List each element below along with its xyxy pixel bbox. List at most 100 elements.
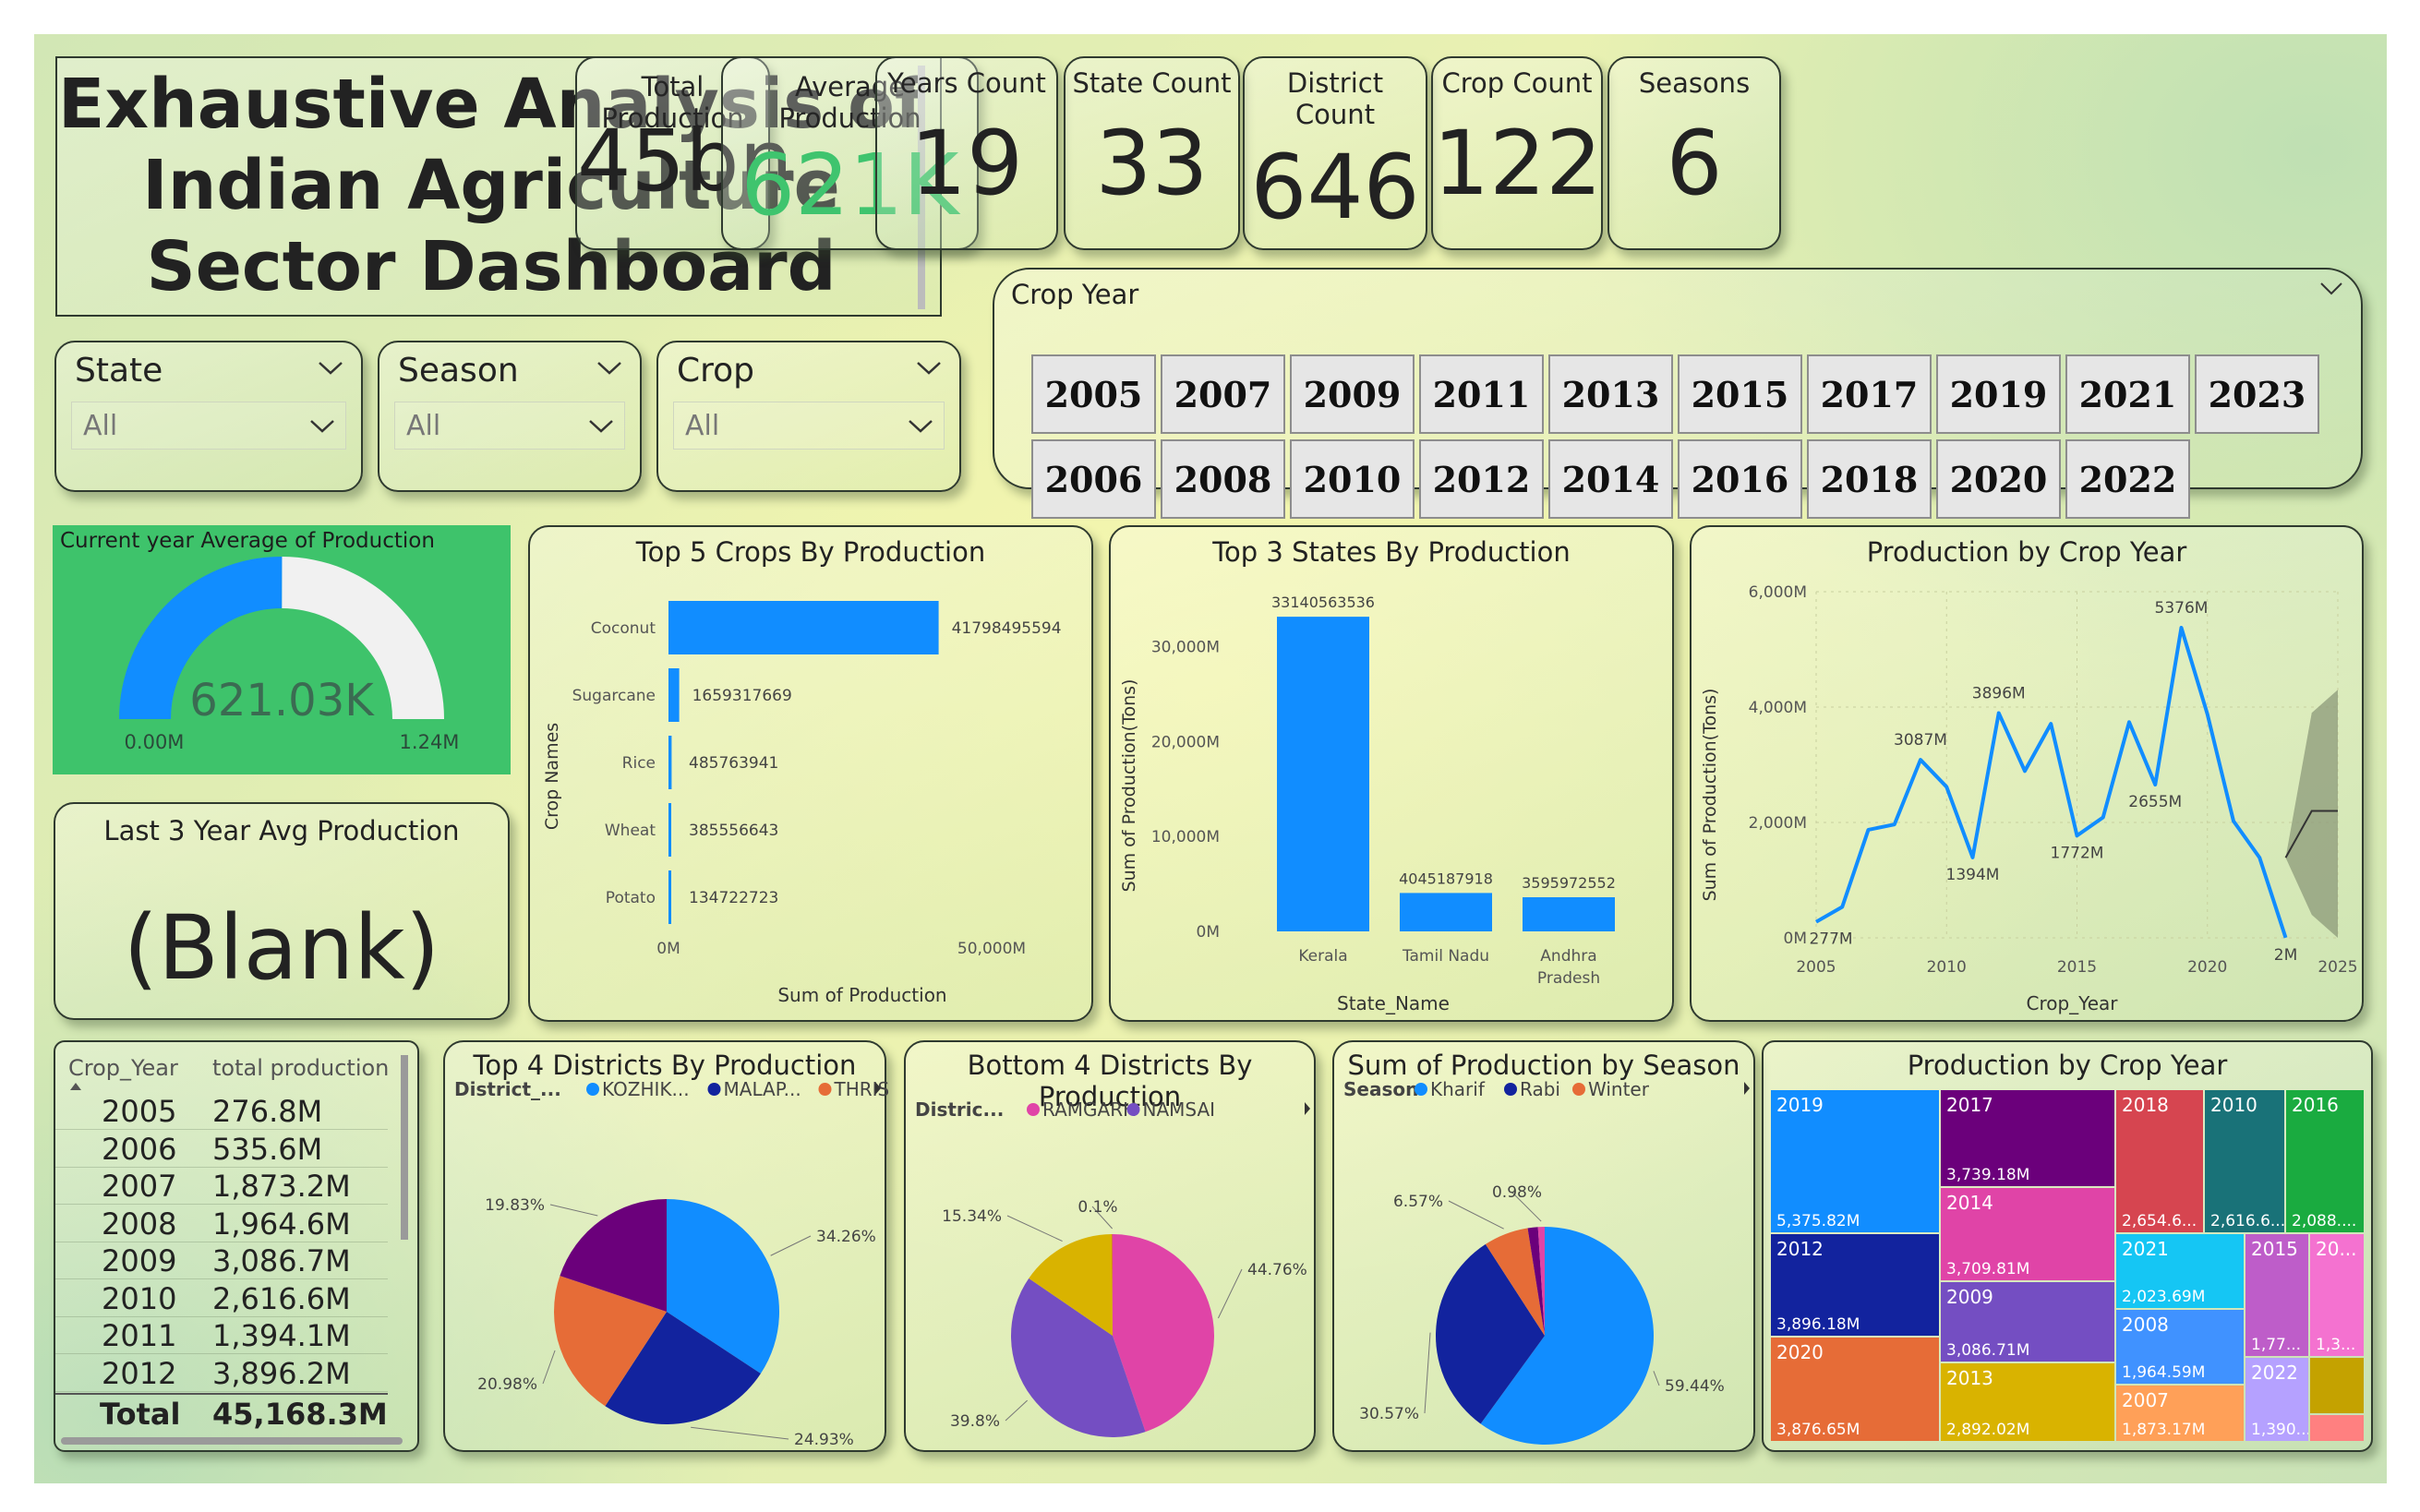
year-button[interactable]: 2013 (1548, 354, 1673, 434)
year-button[interactable]: 2017 (1807, 354, 1932, 434)
cell-year: 2011 (102, 1318, 177, 1353)
year-button[interactable]: 2011 (1419, 354, 1544, 434)
treemap-cell-value: 2,616.6... (2210, 1212, 2284, 1230)
bar (1523, 897, 1615, 931)
state-dropdown[interactable]: All (71, 402, 346, 450)
chart-title: Production by Crop Year (1866, 536, 2187, 568)
column-header-total-production[interactable]: total production (212, 1055, 390, 1081)
pie-slice (1112, 1234, 1113, 1336)
cell-year: 2012 (102, 1355, 177, 1391)
point-label: 3896M (1972, 685, 2026, 703)
y-tick-label: 20,000M (1151, 733, 1220, 751)
treemap-cell-year: 2022 (2251, 1362, 2298, 1384)
dashboard-title: Exhaustive Analysis of Indian Agricultur… (57, 64, 925, 307)
treemap-cell[interactable]: 2013 2,892.02M (1941, 1363, 2114, 1441)
treemap-cell-year: 2014 (1946, 1192, 1993, 1214)
legend-next-icon[interactable] (875, 1082, 881, 1095)
year-button[interactable]: 2015 (1678, 354, 1802, 434)
treemap-cell[interactable]: 2014 3,709.81M (1941, 1188, 2114, 1280)
x-axis-title: State_Name (1337, 992, 1450, 1014)
column-header-crop-year[interactable]: Crop_Year (68, 1055, 178, 1081)
year-button[interactable]: 2005 (1031, 354, 1156, 434)
season-slicer[interactable]: Season All (378, 341, 642, 492)
kpi-title: Seasons (1638, 67, 1751, 99)
crop-dropdown[interactable]: All (673, 402, 945, 450)
treemap-cell[interactable]: 2007 1,873.17M (2116, 1386, 2244, 1441)
leader-line (1448, 1200, 1504, 1230)
top3-states-card: Top 3 States By Production 0M 10,000M 20,0… (1109, 525, 1674, 1022)
cell-production: 535.6M (212, 1131, 323, 1167)
kpi-card: Years Count 19 (875, 56, 1058, 250)
year-button[interactable]: 2016 (1678, 439, 1802, 519)
treemap-cell[interactable]: 2015 1,77... (2245, 1234, 2308, 1356)
treemap-cell[interactable] (2310, 1415, 2364, 1441)
year-button[interactable]: 2007 (1161, 354, 1285, 434)
treemap-cell[interactable]: 2009 3,086.71M (1941, 1282, 2114, 1362)
point-label: 2M (2274, 946, 2297, 965)
bottom4-districts-card: Bottom 4 Districts By Production Distric… (904, 1040, 1316, 1452)
production-by-year-line-card: Production by Crop Year 0M 2,000M 4,000M 6,… (1690, 525, 2364, 1022)
year-button[interactable]: 2010 (1290, 439, 1415, 519)
year-button[interactable]: 2021 (2065, 354, 2190, 434)
treemap-cell-value: 1,873.17M (2122, 1421, 2206, 1439)
category-label: Andhra (1540, 947, 1596, 966)
slice-label: 34.26% (816, 1228, 876, 1246)
cell-production: 2,616.6M (212, 1280, 351, 1316)
state-slicer[interactable]: State All (54, 341, 363, 492)
legend-next-icon[interactable] (1744, 1082, 1750, 1095)
kpi-title: Years Count (887, 67, 1046, 99)
year-button[interactable]: 2018 (1807, 439, 1932, 519)
crop-slicer[interactable]: Crop All (656, 341, 961, 492)
treemap-cell[interactable]: 2008 1,964.59M (2116, 1310, 2244, 1384)
legend-label: Kharif (1430, 1078, 1486, 1100)
treemap-cell[interactable]: 2012 3,896.18M (1771, 1234, 1939, 1336)
chevron-down-icon[interactable] (596, 359, 623, 378)
year-button[interactable]: 2006 (1031, 439, 1156, 519)
leader-line (1006, 1215, 1063, 1242)
treemap-cell[interactable]: 20... 1,3... (2310, 1234, 2364, 1356)
bottom4-districts-pie: Distric... RAMGARH NAMSAI 44.76% 39.8% 15.34%… (915, 1098, 1310, 1437)
title-scrollbar[interactable] (918, 66, 925, 309)
bar (1277, 617, 1369, 931)
chart-title: Sum of Production by Season (1347, 1050, 1740, 1081)
cell-year: 2008 (102, 1206, 177, 1242)
year-button[interactable]: 2012 (1419, 439, 1544, 519)
cell-year: 2005 (102, 1094, 177, 1129)
treemap-cell[interactable] (2310, 1358, 2364, 1413)
treemap-cell[interactable]: 2022 1,390.... (2245, 1358, 2308, 1441)
chevron-down-icon[interactable] (2318, 281, 2344, 297)
season-dropdown[interactable]: All (394, 402, 625, 450)
treemap-cell[interactable]: 2010 2,616.6... (2205, 1090, 2284, 1232)
season-dropdown-value: All (406, 410, 441, 442)
treemap-cell[interactable]: 2020 3,876.65M (1771, 1338, 1939, 1441)
cell-year: 2006 (102, 1131, 177, 1167)
treemap-cell-value: 3,709.81M (1946, 1260, 2030, 1278)
y-tick-label: 6,000M (1749, 583, 1807, 602)
table-vertical-scrollbar[interactable] (401, 1055, 408, 1240)
treemap-cell[interactable]: 2019 5,375.82M (1771, 1090, 1939, 1232)
treemap-cell[interactable]: 2021 2,023.69M (2116, 1234, 2244, 1308)
year-button[interactable]: 2022 (2065, 439, 2190, 519)
year-button[interactable]: 2020 (1936, 439, 2061, 519)
year-button[interactable]: 2009 (1290, 354, 1415, 434)
legend-marker (1126, 1103, 1140, 1116)
data-label: 1659317669 (692, 687, 792, 705)
year-button[interactable]: 2023 (2195, 354, 2319, 434)
table-horizontal-scrollbar[interactable] (61, 1437, 403, 1445)
cell-year: 2010 (102, 1280, 177, 1316)
treemap-cell[interactable]: 2016 2,088.... (2286, 1090, 2364, 1232)
treemap-cell[interactable]: 2018 2,654.6... (2116, 1090, 2203, 1232)
category-label: Sugarcane (572, 687, 656, 705)
treemap-cell-year: 2008 (2122, 1314, 2169, 1336)
year-button[interactable]: 2014 (1548, 439, 1673, 519)
chevron-down-icon[interactable] (317, 359, 344, 378)
top5-crops-chart: Coconut 41798495594 Sugarcane 1659317669 Ric… (542, 601, 1062, 1006)
year-button[interactable]: 2019 (1936, 354, 2061, 434)
legend-title: Distric... (915, 1098, 1004, 1121)
treemap-cell[interactable]: 2017 3,739.18M (1941, 1090, 2114, 1186)
legend-next-icon[interactable] (1305, 1102, 1310, 1115)
kpi-card: Seasons 6 (1607, 56, 1781, 250)
chevron-down-icon[interactable] (915, 359, 943, 378)
year-button[interactable]: 2008 (1161, 439, 1285, 519)
